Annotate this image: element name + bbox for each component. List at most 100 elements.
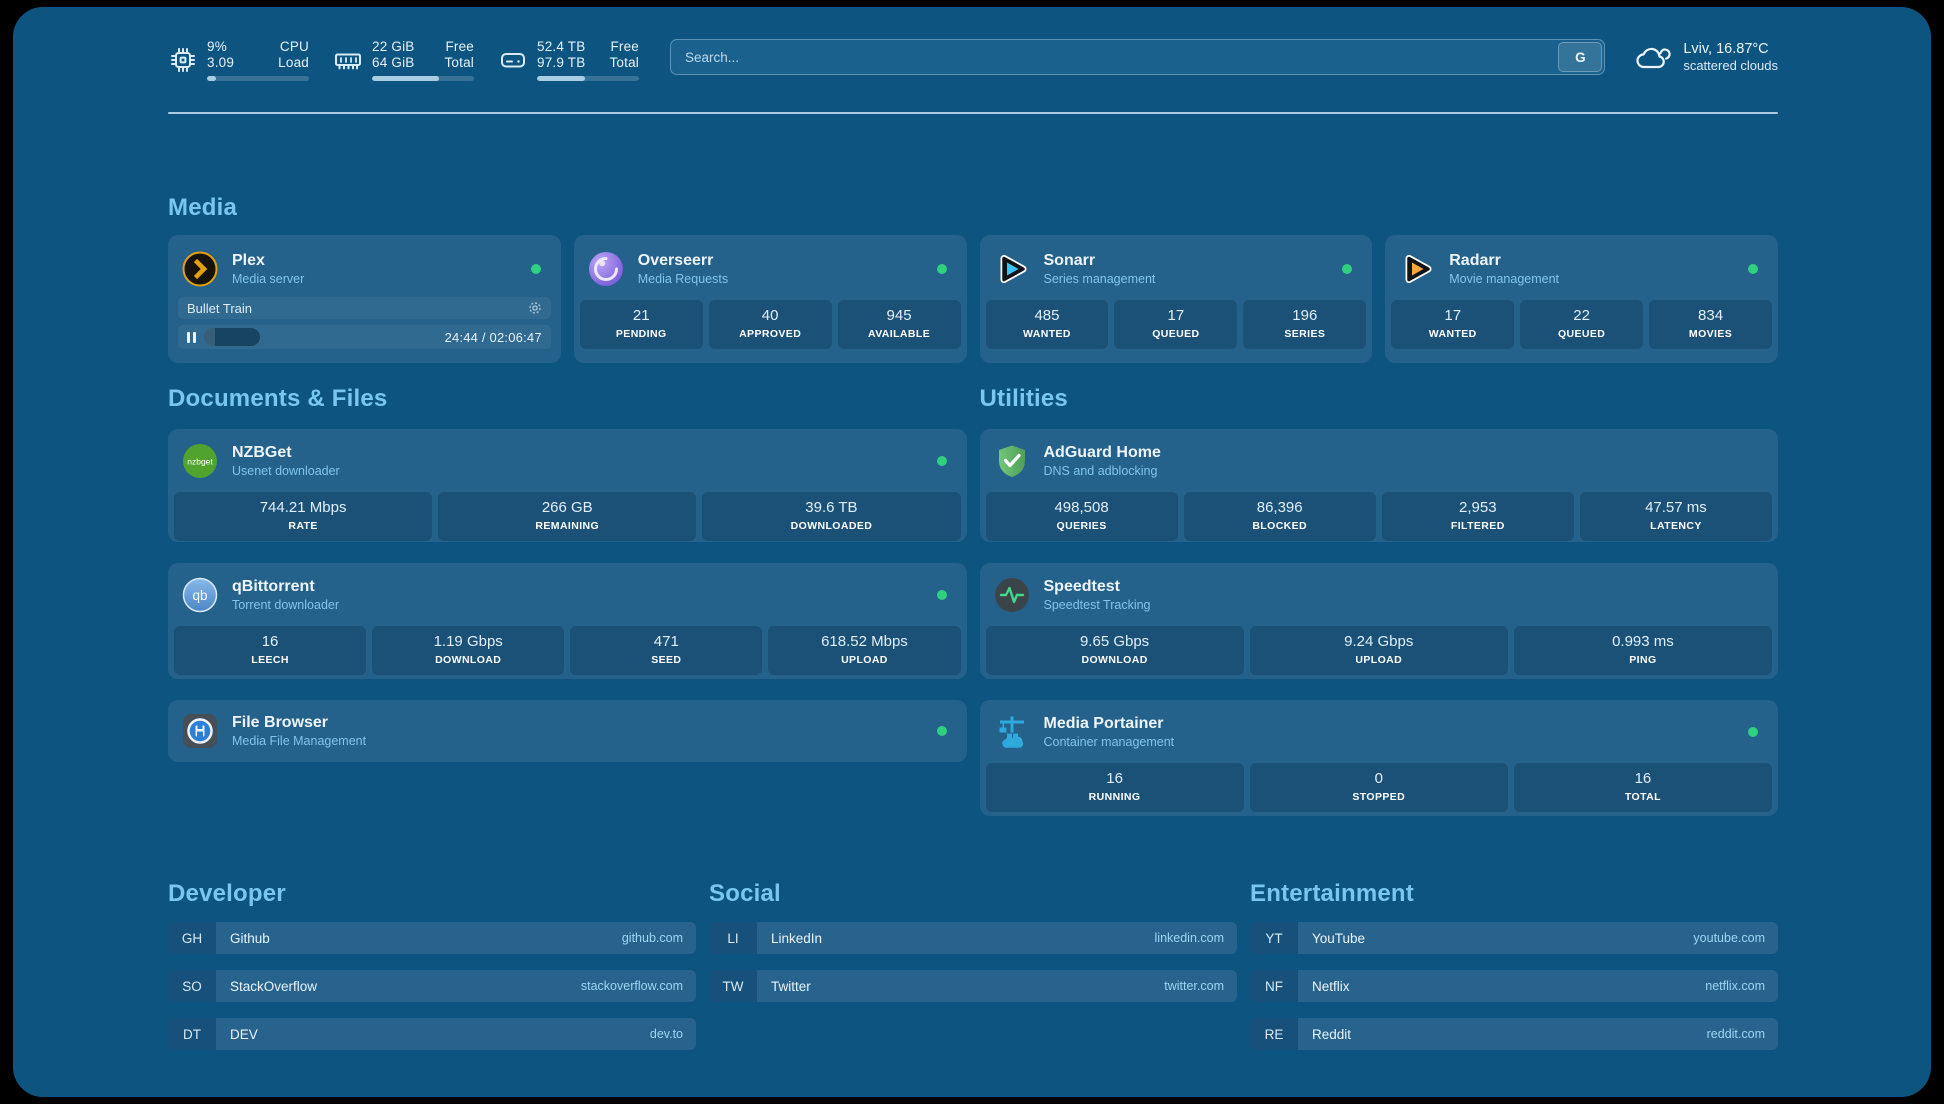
app-card-radarr[interactable]: Radarr Movie management 17 WANTED 22 QUE… [1385, 235, 1778, 363]
search-bar: G [670, 39, 1606, 75]
memory-free-value: 22 GiB [372, 39, 415, 54]
bookmark-abbr: LI [709, 922, 757, 954]
bookmark-dev[interactable]: DT DEV dev.to [168, 1018, 696, 1050]
weather-widget[interactable]: Lviv, 16.87°C scattered clouds [1633, 40, 1778, 74]
section-title-developer: Developer [168, 880, 286, 907]
app-card-plex[interactable]: Plex Media server Bullet Train 24:44 / 0… [168, 235, 561, 363]
disk-free-value: 52.4 TB [537, 39, 586, 54]
bookmark-url: stackoverflow.com [580, 970, 696, 1002]
stat-queued: 17 QUEUED [1114, 300, 1238, 349]
app-name: AdGuard Home [1043, 444, 1161, 461]
app-card-speedtest[interactable]: Speedtest Speedtest Tracking 9.65 Gbps D… [979, 563, 1778, 679]
stat-leech: 16 LEECH [174, 626, 367, 675]
stat-rate: 744.21 Mbps RATE [174, 492, 433, 541]
bookmark-column-social: Social LI LinkedIn linkedin.com TW Twitt… [709, 880, 1237, 1050]
utilities-column: Utilities AdGuard Home [979, 385, 1778, 816]
qbittorrent-icon: qb [182, 577, 218, 613]
bookmark-github[interactable]: GH Github github.com [168, 922, 696, 954]
stat-queued: 22 QUEUED [1520, 300, 1644, 349]
app-description: Media server [232, 272, 305, 286]
bookmark-url: github.com [621, 922, 696, 954]
speedtest-icon [994, 578, 1029, 612]
app-card-qbittorrent[interactable]: qb qBittorrent Torrent downloader 16 LEE… [168, 563, 967, 679]
bookmark-url: reddit.com [1706, 1018, 1778, 1050]
bookmark-name: Twitter [757, 970, 1165, 1002]
memory-free-label: Free [445, 39, 474, 54]
stat-wanted: 485 WANTED [985, 300, 1109, 349]
svg-text:qb: qb [192, 588, 207, 603]
nzbget-icon: nzbget [183, 444, 217, 478]
bookmark-name: LinkedIn [757, 922, 1155, 954]
cpu-progress-bar [207, 76, 309, 81]
bookmark-abbr: RE [1250, 1018, 1298, 1050]
adguard-icon [998, 445, 1025, 477]
weather-condition: scattered clouds [1683, 58, 1778, 73]
bookmark-name: Reddit [1298, 1018, 1707, 1050]
bookmark-column-developer: Developer GH Github github.com SO StackO… [168, 880, 696, 1050]
search-engine-button[interactable]: G [1558, 42, 1603, 72]
app-card-sonarr[interactable]: Sonarr Series management 485 WANTED 17 Q… [979, 235, 1373, 363]
status-dot [936, 264, 947, 274]
app-name: Radarr [1449, 252, 1501, 269]
app-name: Overseerr [637, 252, 714, 269]
memory-progress-bar [372, 76, 474, 81]
dashboard-page: 9% 3.09 CPU Load [13, 7, 1931, 1097]
ram-icon [335, 53, 361, 70]
now-playing-title: Bullet Train [187, 300, 253, 316]
app-name: Plex [232, 252, 265, 269]
bookmark-linkedin[interactable]: LI LinkedIn linkedin.com [709, 922, 1237, 954]
search-input[interactable] [670, 39, 1606, 75]
section-title-documents: Documents & Files [168, 385, 388, 412]
bookmark-abbr: GH [168, 922, 216, 954]
stat-stopped: 0 STOPPED [1249, 763, 1508, 812]
stat-filtered: 2,953 FILTERED [1381, 492, 1574, 541]
app-description: Movie management [1449, 272, 1560, 286]
bookmark-name: YouTube [1298, 922, 1694, 954]
bookmark-url: youtube.com [1693, 922, 1778, 954]
app-name: Sonarr [1043, 252, 1096, 269]
app-description: Media File Management [232, 734, 367, 748]
stat-upload: 618.52 Mbps UPLOAD [768, 626, 961, 675]
app-description: Speedtest Tracking [1043, 598, 1151, 612]
stat-running: 16 RUNNING [985, 763, 1244, 812]
memory-total-label: Total [444, 55, 474, 70]
disk-total-value: 97.9 TB [537, 55, 586, 70]
app-name: Speedtest [1043, 578, 1120, 595]
stat-queries: 498,508 QUERIES [985, 492, 1178, 541]
bookmark-netflix[interactable]: NF Netflix netflix.com [1250, 970, 1778, 1002]
stat-pending: 21 PENDING [579, 300, 703, 349]
pause-icon[interactable] [187, 331, 196, 343]
stat-total: 16 TOTAL [1513, 763, 1773, 812]
top-bar: 9% 3.09 CPU Load [168, 7, 1778, 81]
bookmark-youtube[interactable]: YT YouTube youtube.com [1250, 922, 1778, 954]
now-playing-row[interactable]: Bullet Train [178, 297, 551, 319]
status-dot [936, 590, 947, 600]
status-dot [936, 456, 947, 466]
app-card-filebrowser[interactable]: File Browser Media File Management [168, 700, 967, 762]
stat-ping: 0.993 ms PING [1513, 626, 1773, 675]
bookmark-name: StackOverflow [216, 970, 581, 1002]
bookmark-url: linkedin.com [1154, 922, 1237, 954]
stat-seed: 471 SEED [570, 626, 763, 675]
status-dot [936, 726, 947, 736]
playback-progress-bar[interactable] [204, 328, 260, 346]
app-description: Container management [1043, 735, 1175, 749]
bookmark-reddit[interactable]: RE Reddit reddit.com [1250, 1018, 1778, 1050]
app-name: NZBGet [232, 444, 292, 461]
app-card-adguard[interactable]: AdGuard Home DNS and adblocking 498,508 … [979, 429, 1778, 542]
status-dot [1342, 264, 1353, 274]
bookmark-stackoverflow[interactable]: SO StackOverflow stackoverflow.com [168, 970, 696, 1002]
bookmark-abbr: SO [168, 970, 216, 1002]
filebrowser-icon [183, 714, 217, 748]
stat-available: 945 AVAILABLE [837, 300, 961, 349]
section-title-utilities: Utilities [979, 385, 1068, 412]
gear-icon[interactable] [528, 301, 542, 315]
bookmark-twitter[interactable]: TW Twitter twitter.com [709, 970, 1237, 1002]
app-card-overseerr[interactable]: Overseerr Media Requests 21 PENDING 40 A… [573, 235, 967, 363]
cpu-load-label: Load [278, 55, 309, 70]
app-card-portainer[interactable]: Media Portainer Container management 16 … [979, 700, 1778, 816]
cpu-usage-value: 9% [207, 39, 227, 54]
cpu-stat-widget: 9% 3.09 CPU Load [168, 39, 309, 81]
app-description: Usenet downloader [232, 464, 340, 478]
app-card-nzbget[interactable]: nzbget NZBGet Usenet downloader 744.21 M… [168, 429, 967, 542]
